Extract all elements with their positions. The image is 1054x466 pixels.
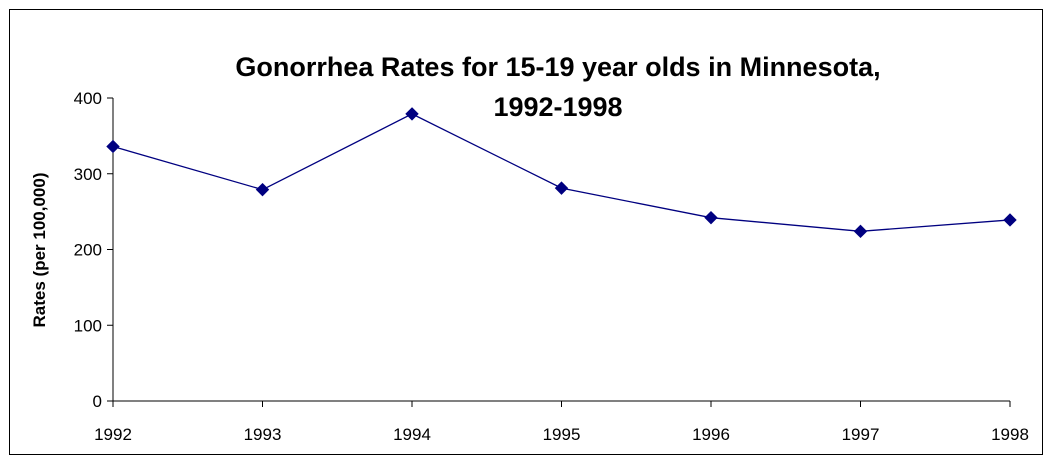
- series-group: [106, 107, 1017, 239]
- y-tick-label: 200: [74, 241, 102, 260]
- y-tick-label: 300: [74, 165, 102, 184]
- chart-title-line-1: Gonorrhea Rates for 15-19 year olds in M…: [235, 52, 880, 82]
- y-tick-group: 0 100 200 300 400: [74, 89, 113, 411]
- axes: [112, 98, 1010, 402]
- x-tick-label: 1997: [842, 425, 880, 444]
- x-tick-label: 1992: [94, 425, 132, 444]
- data-point-marker: [106, 139, 120, 154]
- data-point-marker: [405, 107, 419, 121]
- x-tick-group: 1992 1993 1994 1995 1996 1997 1998: [94, 401, 1029, 444]
- data-point-marker: [704, 210, 718, 225]
- x-tick-label: 1995: [543, 425, 581, 444]
- chart-frame: [9, 9, 1043, 455]
- data-point-marker: [1003, 213, 1017, 227]
- data-point-marker: [255, 182, 270, 197]
- x-tick-label: 1998: [991, 425, 1029, 444]
- series-line: [112, 113, 1011, 232]
- chart-title-line-2: 1992-1998: [493, 92, 622, 122]
- data-point-marker: [853, 224, 868, 239]
- x-tick-label: 1996: [692, 425, 730, 444]
- x-tick-label: 1993: [244, 425, 282, 444]
- data-point-marker: [554, 181, 569, 195]
- y-tick-label: 0: [93, 392, 102, 411]
- y-tick-label: 400: [74, 89, 102, 108]
- y-tick-label: 100: [74, 316, 102, 335]
- x-tick-label: 1994: [393, 425, 431, 444]
- y-axis-label: Rates (per 100,000): [30, 173, 49, 328]
